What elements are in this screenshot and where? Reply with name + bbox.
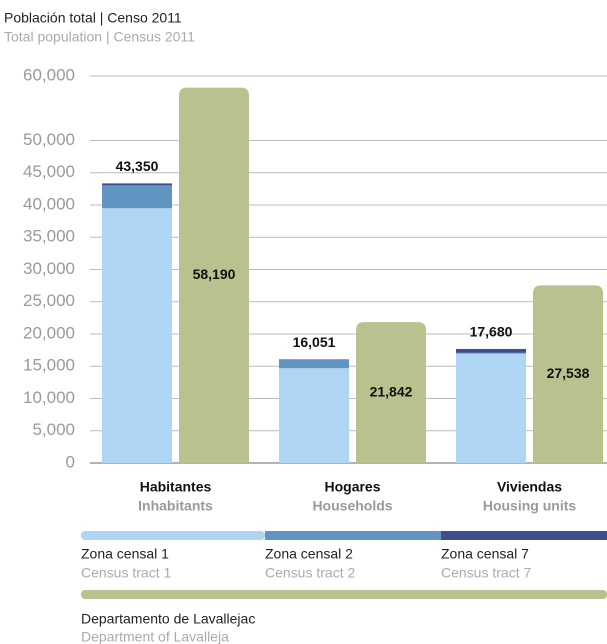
y-tick-label: 35,000 [23,227,75,246]
value-label: 58,190 [193,266,236,282]
x-tick-label: Habitantes [140,479,212,495]
legend-swatch [265,531,441,540]
value-label: 21,842 [370,383,413,399]
total-label: 43,350 [116,158,159,174]
y-tick-label: 60,000 [23,65,75,84]
total-label: 17,680 [470,324,513,340]
bar-segment [102,183,172,186]
y-tick-label: 45,000 [23,162,75,181]
legend-label-en: Census tract 2 [265,565,355,581]
y-tick-label: 40,000 [23,194,75,213]
y-tick-label: 50,000 [23,130,75,149]
bar-segment [279,360,349,369]
bar-segment [279,368,349,463]
legend-label-en: Department of Lavalleja [81,629,229,644]
y-tick-label: 25,000 [23,291,75,310]
x-tick-label-en: Housing units [483,498,577,514]
bar-segment [456,348,526,353]
bar-segment [279,359,349,361]
chart-subtitle: Total population | Census 2011 [4,29,195,45]
bar [533,285,603,463]
legend-label: Departamento de Lavallejac [81,611,255,627]
x-tick-label-en: Households [312,498,392,514]
y-tick-label: 5,000 [32,420,75,439]
legend-swatch [81,590,607,599]
y-tick-label: 20,000 [23,323,75,342]
x-tick-label-en: Inhabitants [138,498,213,514]
bar-segment [102,185,172,209]
bar-segment [456,352,526,354]
x-tick-label: Viviendas [497,479,562,495]
y-tick-label: 10,000 [23,388,75,407]
total-label: 16,051 [293,334,336,350]
x-tick-label: Hogares [324,479,380,495]
bar [179,87,249,463]
y-tick-label: 0 [66,452,75,471]
legend-swatch [441,531,607,540]
value-label: 27,538 [547,365,590,381]
legend-label: Zona censal 1 [81,546,169,562]
bar-segment [456,353,526,463]
legend-label: Zona censal 7 [441,546,529,562]
legend-label: Zona censal 2 [265,546,353,562]
y-tick-label: 30,000 [23,259,75,278]
chart-title: Población total | Censo 2011 [4,10,182,26]
legend-swatch [81,531,265,540]
legend-label-en: Census tract 1 [81,565,171,581]
bar [356,322,426,463]
legend-label-en: Census tract 7 [441,565,531,581]
y-tick-label: 15,000 [23,356,75,375]
bar-segment [102,208,172,463]
